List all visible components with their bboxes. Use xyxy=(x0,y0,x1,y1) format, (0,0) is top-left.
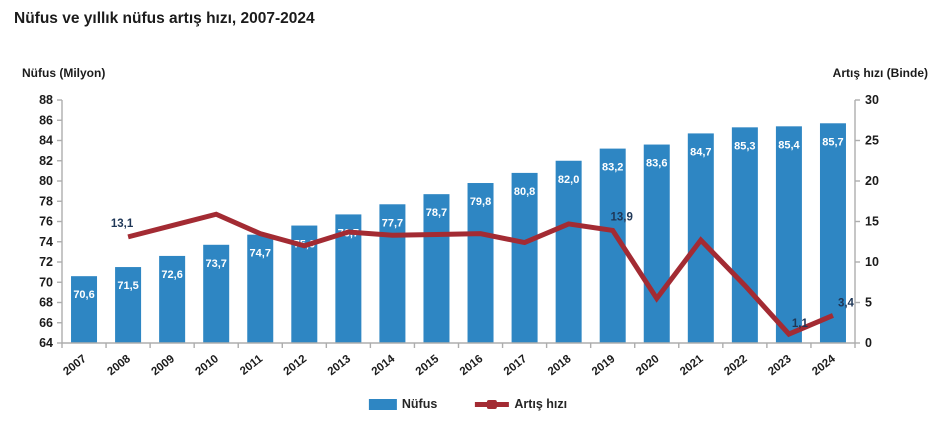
right-axis-tick-label: 15 xyxy=(865,215,879,229)
line-series-swatch-icon xyxy=(475,399,510,409)
bar-value-label-2011: 74,7 xyxy=(250,248,271,260)
bar-2007 xyxy=(71,276,98,343)
legend-item-nufus: Nüfus xyxy=(368,397,438,411)
right-axis-tick-label: 20 xyxy=(865,174,879,188)
x-axis-label-2017: 2017 xyxy=(502,353,530,378)
left-axis-tick-label: 76 xyxy=(39,215,53,229)
bar-value-label-2020: 83,6 xyxy=(646,158,667,170)
x-axis-label-2023: 2023 xyxy=(766,353,794,378)
x-axis-label-2020: 2020 xyxy=(634,353,662,378)
x-axis-label-2022: 2022 xyxy=(722,353,750,378)
bar-value-label-2018: 82,0 xyxy=(558,174,579,186)
chart-legend: Nüfus Artış hızı xyxy=(368,397,567,411)
line-value-label-2008: 13,1 xyxy=(111,218,134,230)
x-axis-label-2007: 2007 xyxy=(61,353,89,378)
left-axis-tick-label: 80 xyxy=(39,174,53,188)
line-value-label-2024: 3,4 xyxy=(838,297,855,309)
left-axis-tick-label: 84 xyxy=(39,134,53,148)
right-axis-tick-label: 5 xyxy=(865,296,872,310)
bar-value-label-2024: 85,7 xyxy=(822,136,843,148)
bar-value-label-2015: 78,7 xyxy=(426,207,447,219)
bar-2017 xyxy=(511,172,538,343)
x-axis-label-2015: 2015 xyxy=(414,353,442,379)
bar-2022 xyxy=(731,127,758,344)
bar-2009 xyxy=(159,255,186,343)
left-axis-tick-label: 66 xyxy=(39,316,53,330)
bar-value-label-2023: 85,4 xyxy=(778,139,800,151)
x-axis-label-2021: 2021 xyxy=(678,353,706,379)
legend-label-nufus: Nüfus xyxy=(401,397,438,411)
bar-value-label-2019: 83,2 xyxy=(602,162,623,174)
right-axis-tick-label: 30 xyxy=(865,93,879,107)
bar-2023 xyxy=(775,126,802,343)
left-axis-tick-label: 64 xyxy=(39,336,53,350)
left-axis-tick-label: 68 xyxy=(39,296,53,310)
bar-value-label-2016: 79,8 xyxy=(470,196,491,208)
bar-2024 xyxy=(819,123,846,343)
bar-value-label-2007: 70,6 xyxy=(73,289,94,301)
x-axis-label-2010: 2010 xyxy=(193,353,221,378)
line-value-label-2023: 1,1 xyxy=(792,318,809,330)
left-axis-tick-label: 74 xyxy=(39,235,53,249)
chart-title: Nüfus ve yıllık nüfus artış hızı, 2007-2… xyxy=(14,10,315,27)
right-axis-tick-label: 25 xyxy=(865,134,879,148)
legend-label-artis-hizi: Artış hızı xyxy=(514,397,568,411)
bar-value-label-2010: 73,7 xyxy=(205,258,226,270)
x-axis-label-2013: 2013 xyxy=(326,353,354,378)
left-axis-tick-label: 70 xyxy=(39,275,53,289)
x-axis-label-2012: 2012 xyxy=(282,353,310,378)
bar-2010 xyxy=(203,244,230,343)
x-axis-label-2009: 2009 xyxy=(149,353,177,378)
bar-2011 xyxy=(247,234,274,343)
x-axis-label-2018: 2018 xyxy=(546,353,574,379)
bar-value-label-2022: 85,3 xyxy=(734,140,755,152)
left-axis-tick-label: 82 xyxy=(39,154,53,168)
line-value-label-2019: 13,9 xyxy=(610,211,632,223)
legend-item-artis-hizi: Artış hızı xyxy=(475,397,567,411)
bar-2014 xyxy=(379,204,406,343)
bar-2018 xyxy=(555,160,582,343)
x-axis-label-2011: 2011 xyxy=(238,353,266,378)
x-axis-label-2019: 2019 xyxy=(590,353,618,378)
bar-2015 xyxy=(423,194,450,343)
right-axis-tick-label: 10 xyxy=(865,255,879,269)
bar-2020 xyxy=(643,144,670,343)
bar-series-swatch-icon xyxy=(368,398,397,410)
x-axis-label-2016: 2016 xyxy=(458,353,486,378)
line-swatch-marker xyxy=(487,399,498,409)
bar-value-label-2008: 71,5 xyxy=(117,280,138,292)
bar-value-label-2014: 77,7 xyxy=(382,217,403,229)
x-axis-label-2024: 2024 xyxy=(810,353,838,379)
right-axis-title: Artış hızı (Binde) xyxy=(832,66,928,80)
growth-rate-line xyxy=(127,211,834,338)
left-axis-tick-label: 78 xyxy=(39,194,53,208)
left-axis-title: Nüfus (Milyon) xyxy=(22,66,106,80)
right-axis-tick-label: 0 xyxy=(865,336,872,350)
bar-2016 xyxy=(467,183,494,343)
bar-2008 xyxy=(115,267,142,343)
x-axis-label-2008: 2008 xyxy=(105,353,133,379)
left-axis-tick-label: 88 xyxy=(39,93,53,107)
bar-value-label-2017: 80,8 xyxy=(514,186,535,198)
bar-value-label-2021: 84,7 xyxy=(690,146,711,158)
x-axis-label-2014: 2014 xyxy=(370,353,398,379)
left-axis-tick-label: 86 xyxy=(39,113,53,127)
left-axis-tick-label: 72 xyxy=(39,255,53,269)
bar-value-label-2009: 72,6 xyxy=(161,269,182,281)
